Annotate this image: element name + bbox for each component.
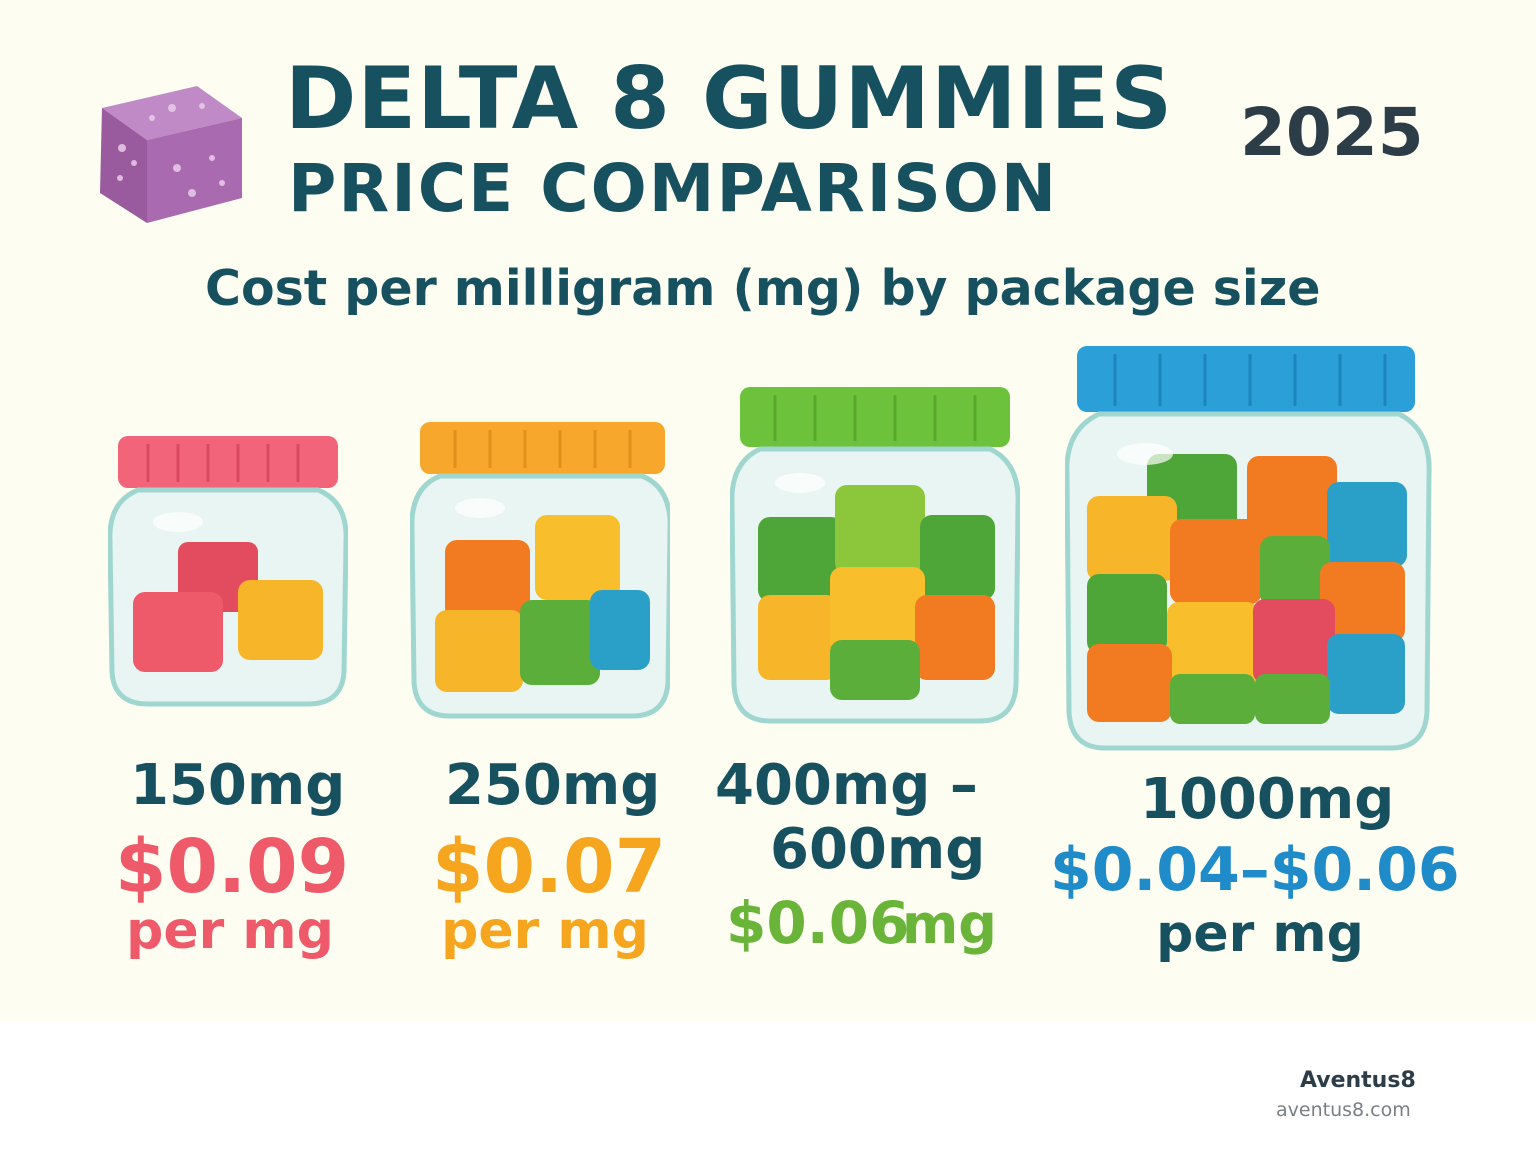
year-label: 2025 [1240,94,1424,171]
website-link[interactable]: aventus8.com [1276,1099,1411,1121]
package-unit-1000: per mg [1156,904,1364,964]
package-unit-250: per mg [441,901,649,961]
package-price-250: $0.07 [432,824,667,910]
package-size-250: 250mg [445,753,661,818]
package-price-150: $0.09 [115,824,350,910]
package-price-1000: $0.04–$0.06 [1050,835,1460,905]
package-size-1000: 1000mg [1140,767,1395,832]
page-title: DELTA 8 GUMMIES [285,49,1174,149]
gummy-jar-icon [108,436,348,707]
brand-name: Aventus8 [1300,1068,1416,1093]
gummy-jar-icon [410,422,670,719]
package-size-400-line2: 600mg [770,817,986,882]
gummy-jar-icon [730,387,1020,724]
package-unit-150: per mg [126,901,334,961]
purple-gummy-icon [100,86,242,223]
package-size-400-line1: 400mg – [715,753,978,818]
package-size-150: 150mg [130,753,346,818]
package-price-400: $0.06 [726,889,910,957]
subtitle: Cost per milligram (mg) by package size [205,260,1321,317]
page-title-line-2: PRICE COMPARISON [288,150,1059,227]
gummy-jar-icon [1065,346,1432,751]
package-unit-400: mg [902,893,997,956]
